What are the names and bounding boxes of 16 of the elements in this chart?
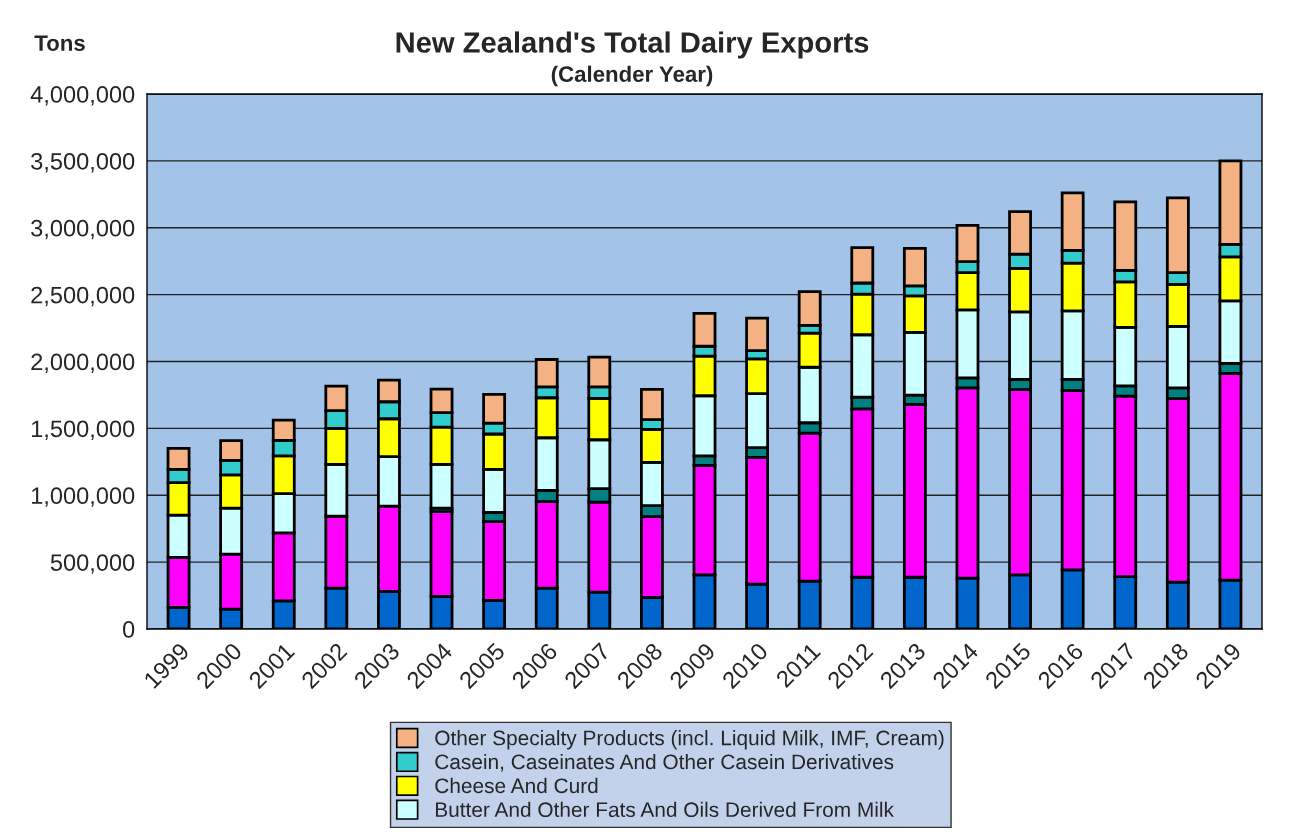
y-tick-label: 0 bbox=[122, 621, 135, 638]
y-tick-label: 500,000 bbox=[50, 554, 135, 574]
legend-label: Butter And Other Fats And Oils Derived From Milk bbox=[435, 801, 894, 818]
y-tick-label: 3,500,000 bbox=[31, 152, 135, 173]
legend-label: Other Specialty Products (incl. Liquid Milk, IMF, Cream) bbox=[435, 730, 944, 750]
y-tick-label: 2,500,000 bbox=[31, 286, 135, 307]
y-tick-label: 4,000,000 bbox=[30, 86, 135, 106]
chart-title: New Zealand's Total Dairy Exports bbox=[396, 31, 869, 59]
y-tick-label: 1,000,000 bbox=[31, 487, 135, 507]
y-axis-title: Tons bbox=[34, 35, 85, 51]
legend-label: Cheese And Curd bbox=[435, 777, 598, 794]
legend-label: Casein, Caseinates And Other Casein Derivatives bbox=[435, 753, 894, 772]
y-tick-label: 3,000,000 bbox=[31, 219, 135, 240]
chart-subtitle: (Calender Year) bbox=[551, 65, 713, 87]
y-tick-label: 1,500,000 bbox=[31, 420, 135, 440]
y-tick-label: 2,000,000 bbox=[31, 353, 135, 374]
